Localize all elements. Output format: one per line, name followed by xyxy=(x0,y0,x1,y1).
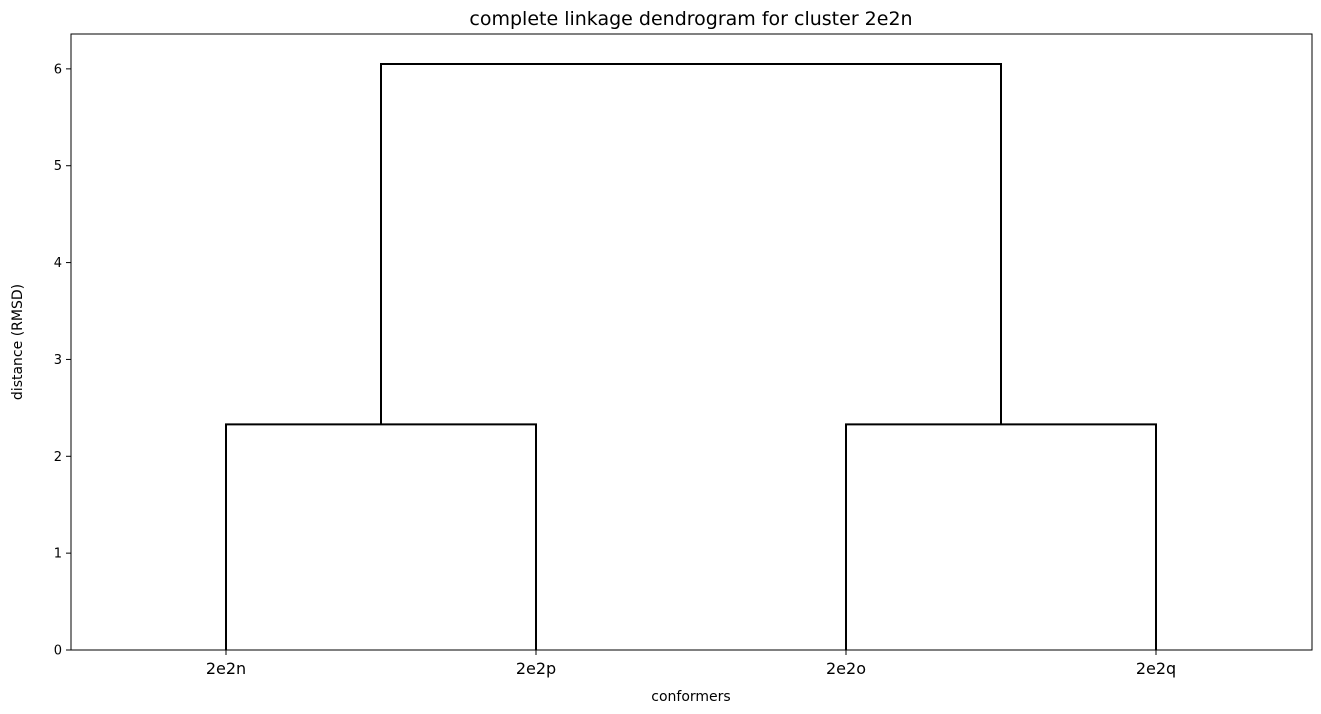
leaf-label-2e2p: 2e2p xyxy=(516,659,556,678)
x-axis-label: conformers xyxy=(651,689,730,705)
y-axis-ticks: 0 1 2 3 4 5 6 xyxy=(54,62,71,659)
y-tick-label: 2 xyxy=(54,450,62,465)
dendrogram-links xyxy=(225,63,1157,650)
y-tick-label: 5 xyxy=(54,159,62,174)
chart-title: complete linkage dendrogram for cluster … xyxy=(469,8,912,30)
leaf-label-2e2o: 2e2o xyxy=(826,659,866,678)
dendrogram-link-1 xyxy=(845,423,1157,650)
y-axis-label: distance (RMSD) xyxy=(10,284,26,400)
y-tick-label: 1 xyxy=(54,547,62,562)
y-tick-label: 4 xyxy=(54,256,62,271)
dendrogram-link-0 xyxy=(225,423,537,650)
x-axis-ticks: 2e2n 2e2p 2e2o 2e2q xyxy=(206,650,1176,678)
leaf-label-2e2q: 2e2q xyxy=(1136,659,1176,678)
leaf-label-2e2n: 2e2n xyxy=(206,659,246,678)
y-tick-label: 0 xyxy=(54,644,62,659)
dendrogram-link-2 xyxy=(380,63,1002,425)
plot-frame xyxy=(70,33,1313,651)
y-tick-label: 6 xyxy=(54,62,62,77)
y-tick-label: 3 xyxy=(54,353,62,368)
